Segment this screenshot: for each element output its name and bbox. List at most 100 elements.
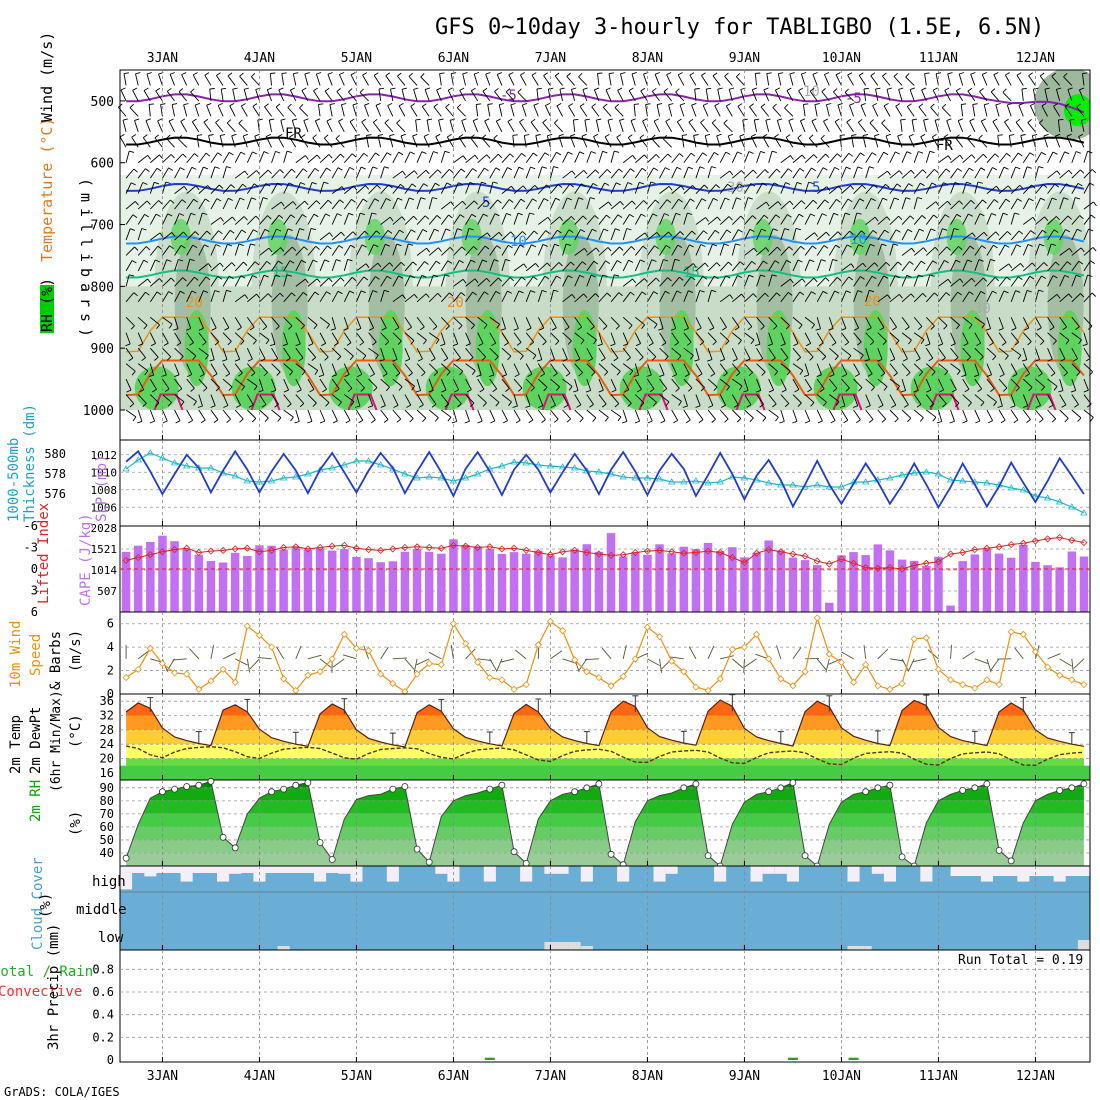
cape-tick-label: 1521 [91,543,118,556]
wind-barb [392,151,399,163]
li-marker [837,555,845,563]
isotherm-30-bump [735,393,766,411]
wind-barb [307,291,316,303]
temp-tick-label: 16 [100,766,114,780]
wind-barb-flag [928,357,934,362]
wind-barb-flag [1077,417,1082,422]
wind-barb-flag [692,185,697,190]
wind10-barb [889,658,904,662]
wind-barb [739,136,745,148]
wind-barb [598,409,609,418]
wind-barb [174,332,182,344]
wind-barb [671,347,682,357]
wind-barb [695,262,706,272]
wind-barb-flag [131,260,137,264]
wind-barb-flag [1007,185,1012,190]
wind-barb-flag [203,166,209,170]
wind-barb [137,154,148,164]
wind-barb [277,136,285,148]
wind-barb [574,248,585,256]
wind-barb [137,394,147,404]
li-marker [425,543,433,552]
wind-barb [574,151,581,163]
wind-barb [513,347,524,357]
wind-barb [271,347,279,359]
wind-barb [149,259,156,272]
wind-barb [336,91,345,102]
wind-barb-flag [239,197,245,201]
wind-barb-flag [817,420,823,424]
wind-barb [368,230,377,241]
cloud-high-gap [653,866,666,882]
wind-barb [877,332,887,342]
wind-barb [315,73,321,86]
cape-bar [461,544,470,612]
wind-barb-flag [518,290,524,294]
wind-barb [307,378,315,390]
wind-barb [477,213,484,225]
wind-barb [986,245,994,256]
contour-label: FR [936,138,953,154]
wind-barb [622,291,631,303]
wind-barb [546,135,551,148]
li-marker [934,558,942,566]
wind-barb-flag [1091,214,1096,219]
wind-barb-flag [775,214,781,219]
wind-barb [586,409,597,419]
wind-barb-flag [978,134,983,139]
wind-barb [853,290,859,302]
wind-barb-flag [578,197,584,200]
wind-barb-flag [509,153,515,158]
wind-barb-flag [772,403,777,408]
wind-barb-flag [1027,243,1033,247]
bottom-day-label: 11JAN [919,1069,958,1084]
wind-barb-flag [347,388,353,392]
wind-barb-flag [288,182,294,186]
wind-barb-flag [304,200,309,206]
wind-barb-flag [640,87,646,92]
wind-barb-flag [737,340,742,345]
wind-barb-flag [444,274,450,277]
wind-barb-flag [556,386,560,391]
wind-barb-flag [1031,184,1036,189]
wind10-marker [1031,648,1039,656]
wind-barb [482,90,491,102]
wind-barb-flag [679,231,685,236]
wind-barb [849,104,854,117]
wind-barb [222,166,227,179]
wind-barb [428,394,437,405]
wind-barb [384,122,394,133]
thickness-marker [1080,509,1088,516]
wind-barb-flag [505,258,511,262]
wind-barb [453,363,464,372]
wind-barb [913,332,925,340]
wind-barb [913,363,924,373]
cape-bar [340,549,349,612]
wind-barb [659,213,665,225]
wind-barb-flag [892,326,897,331]
wind-barb-flag [755,72,761,74]
wind-barb [247,332,257,341]
rh2m-marker [219,833,227,841]
wind-barb [901,215,911,225]
wind-barb-flag [932,134,937,138]
wind-barb-flag [531,244,537,248]
wind-barb [962,332,969,344]
wind-barb [489,153,499,164]
wind-barb [271,292,281,303]
wind-barb-flag [603,228,609,232]
wind-barb-flag [1023,405,1028,408]
wind-barb [647,347,657,358]
li-marker [995,543,1003,551]
wind-barb [622,378,630,390]
wind-barb [701,75,709,86]
wind-barb [380,152,388,163]
wind-barb [974,181,979,194]
wind-barb-flag [216,72,221,76]
wind-barb-flag [602,274,608,277]
wind-barb-flag [1003,290,1009,294]
li-marker [171,546,179,554]
wind-barb [925,316,935,327]
wind-barb [647,167,654,179]
